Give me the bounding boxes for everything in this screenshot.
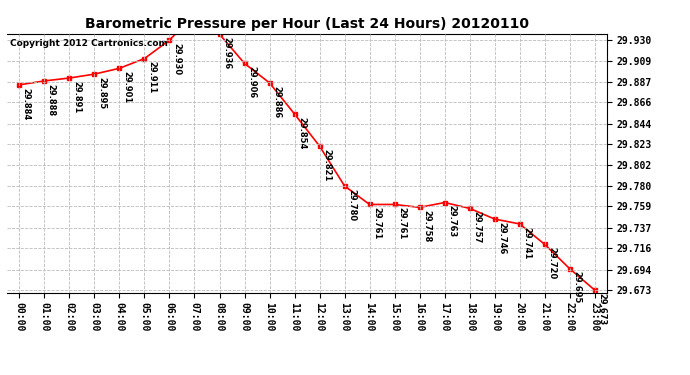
Text: 29.673: 29.673: [597, 293, 606, 325]
Text: 29.763: 29.763: [447, 205, 456, 237]
Text: 29.911: 29.911: [147, 62, 156, 94]
Text: 29.757: 29.757: [472, 211, 481, 243]
Text: 29.888: 29.888: [47, 84, 56, 116]
Text: 29.758: 29.758: [422, 210, 431, 242]
Text: 29.761: 29.761: [372, 207, 381, 240]
Text: 29.780: 29.780: [347, 189, 356, 221]
Text: 29.884: 29.884: [22, 88, 31, 120]
Text: 29.695: 29.695: [572, 272, 581, 304]
Text: 29.854: 29.854: [297, 117, 306, 149]
Text: Copyright 2012 Cartronics.com: Copyright 2012 Cartronics.com: [10, 39, 168, 48]
Text: 29.886: 29.886: [272, 86, 281, 118]
Text: 29.891: 29.891: [72, 81, 81, 113]
Text: 29.956: 29.956: [0, 374, 1, 375]
Text: 29.895: 29.895: [97, 77, 106, 109]
Text: 29.936: 29.936: [222, 37, 231, 69]
Text: 29.906: 29.906: [247, 66, 256, 99]
Text: 29.741: 29.741: [522, 227, 531, 259]
Text: 29.901: 29.901: [122, 71, 131, 103]
Text: 29.930: 29.930: [172, 43, 181, 75]
Text: 29.746: 29.746: [497, 222, 506, 254]
Text: 29.720: 29.720: [547, 247, 556, 279]
Title: Barometric Pressure per Hour (Last 24 Hours) 20120110: Barometric Pressure per Hour (Last 24 Ho…: [85, 17, 529, 31]
Text: 29.761: 29.761: [397, 207, 406, 240]
Text: 29.821: 29.821: [322, 149, 331, 181]
